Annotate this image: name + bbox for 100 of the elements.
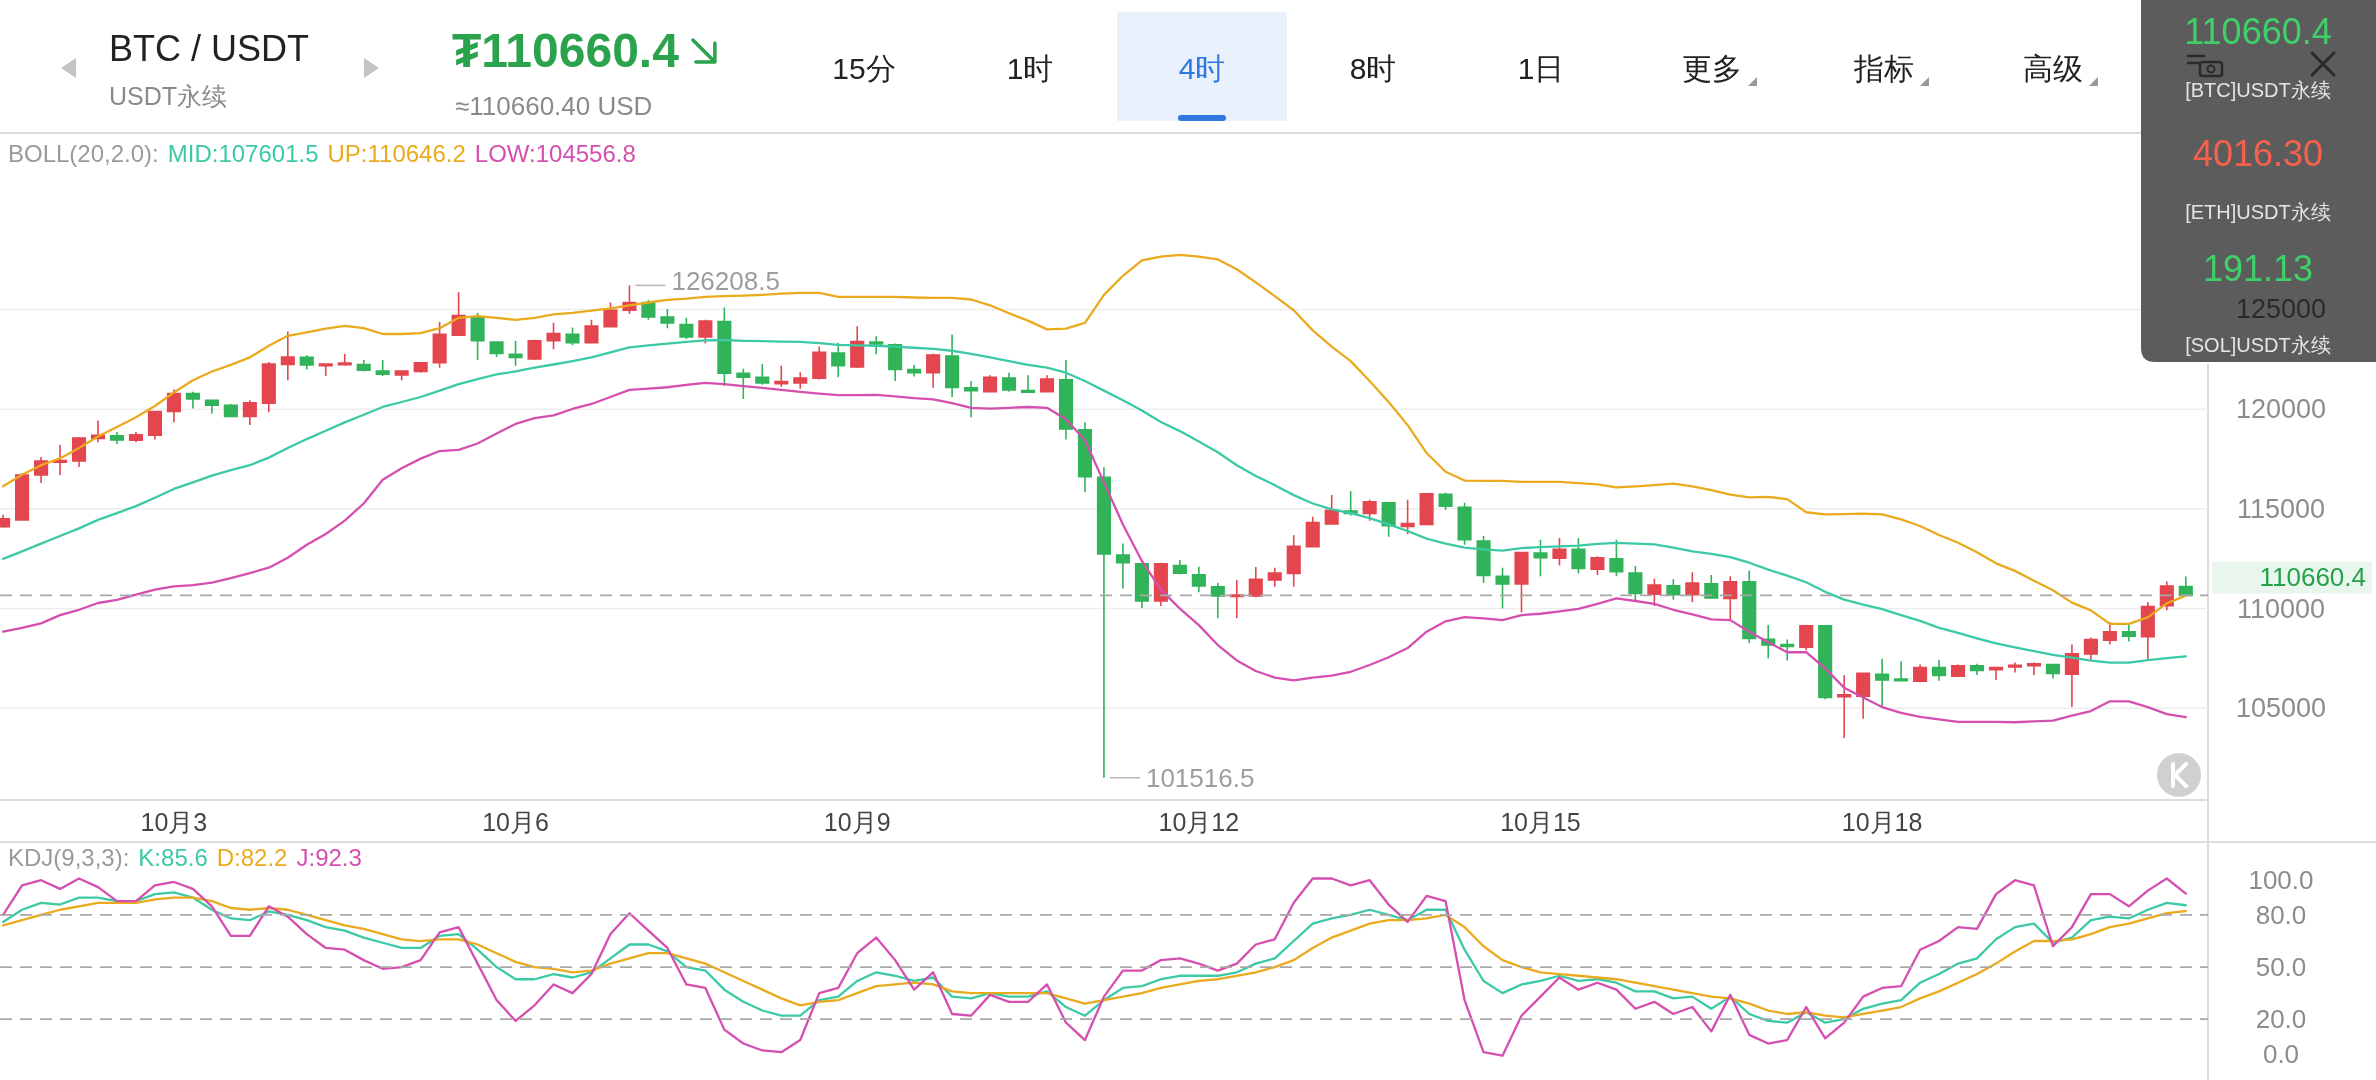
candlestick <box>1950 663 1966 679</box>
candlestick <box>1780 638 1795 662</box>
y-tick-label: 50.0 <box>2255 952 2307 983</box>
text: 110660.4 <box>2259 562 2366 593</box>
candlestick <box>280 330 295 382</box>
candlestick <box>1058 359 1074 441</box>
text: 8时 <box>1349 51 1397 85</box>
candlestick <box>1571 537 1586 575</box>
candlestick <box>1305 516 1320 548</box>
candlestick <box>1419 491 1434 527</box>
candlestick <box>1172 559 1187 576</box>
candlestick <box>1856 672 1871 720</box>
line-series <box>1 381 2187 724</box>
candlestick <box>52 444 68 476</box>
candlestick <box>1457 501 1472 546</box>
candlestick <box>983 374 998 394</box>
y-tick-label: 110000 <box>2236 593 2326 624</box>
candlestick <box>1742 569 1757 644</box>
candlestick <box>1039 374 1055 394</box>
candlestick <box>1001 371 1017 393</box>
candlestick <box>2045 663 2060 680</box>
legend-title: BOLL(20,2.0): <box>8 139 159 167</box>
candlestick <box>356 359 371 373</box>
annotation: 126208.5 <box>671 266 780 297</box>
series-label: K:85.6 <box>138 843 208 871</box>
candlestick <box>793 371 808 390</box>
candlestick <box>166 388 181 424</box>
line-series <box>1 338 2187 664</box>
candlestick <box>1988 666 2004 681</box>
text: UP:110646.2 <box>327 139 466 167</box>
candlestick <box>508 339 523 367</box>
candlestick <box>2121 622 2136 643</box>
text: [BTC]USDT永续 <box>2185 79 2331 101</box>
candlestick <box>812 345 827 381</box>
candlestick <box>1267 566 1282 588</box>
candlestick <box>147 410 162 441</box>
candlestick <box>1969 663 1985 676</box>
candlestick <box>755 363 770 386</box>
candlestick <box>964 380 979 419</box>
series-label: J:92.3 <box>296 843 362 871</box>
candlestick <box>1628 565 1643 602</box>
candlestick <box>413 361 428 374</box>
line-series <box>1 253 2187 626</box>
candlestick <box>1210 581 1225 619</box>
candlestick <box>128 431 144 444</box>
text: 1时 <box>1006 51 1054 85</box>
text: ₮110660.4 <box>452 23 680 77</box>
candlestick <box>1590 555 1605 576</box>
candlestick <box>698 319 713 345</box>
annotation: 4016.30 <box>2192 132 2324 174</box>
candlestick <box>1818 624 1833 701</box>
candlestick <box>736 367 751 400</box>
y-tick-label: 100.0 <box>2248 865 2314 896</box>
candlestick <box>15 472 30 522</box>
text: 15分 <box>832 51 896 85</box>
chart-subtitle: USDT永续 <box>109 82 228 110</box>
candlestick <box>2064 643 2079 708</box>
text: 更多 <box>1682 51 1742 85</box>
candlestick <box>1799 623 1814 652</box>
x-tick-label: 10月6 <box>482 808 549 836</box>
candlestick <box>1932 659 1947 682</box>
candlestick <box>1248 566 1263 599</box>
candlestick <box>717 306 732 387</box>
candlestick <box>1381 501 1396 538</box>
y-tick-label: 105000 <box>2235 693 2327 724</box>
candlestick <box>299 354 314 371</box>
candlestick <box>1115 542 1130 590</box>
annotation: 101516.5 <box>1145 762 1255 793</box>
legend-title: KDJ(9,3,3): <box>8 843 130 871</box>
candlestick <box>2102 621 2117 646</box>
candlestick <box>888 342 903 382</box>
candlestick <box>318 363 333 377</box>
text: MID:107601.5 <box>167 139 319 167</box>
candlestick <box>1362 498 1377 522</box>
y-tick-label: 80.0 <box>2255 899 2307 930</box>
x-tick-label: 10月18 <box>1841 808 1923 836</box>
candlestick <box>1723 575 1738 621</box>
candlestick <box>204 399 219 415</box>
candlestick <box>1609 538 1624 578</box>
candlestick <box>1666 578 1681 601</box>
candlestick <box>261 361 276 414</box>
candlestick <box>1286 534 1301 588</box>
candlestick <box>1514 551 1529 614</box>
candlestick <box>1096 466 1111 779</box>
candlestick <box>1533 538 1548 578</box>
candlestick <box>470 312 485 361</box>
candlestick <box>831 341 846 379</box>
y-tick-label: 0.0 <box>2262 1038 2300 1069</box>
annotation: [ETH]USDT永续 <box>2185 201 2331 223</box>
candlestick <box>1191 565 1206 594</box>
candlestick <box>565 326 580 347</box>
annotation: [SOL]USDT永续 <box>2185 334 2331 356</box>
candlestick <box>679 317 694 340</box>
annotation: 191.13 <box>2202 247 2314 289</box>
candlestick <box>1134 561 1149 609</box>
candlestick <box>1020 374 1036 393</box>
candlestick <box>660 308 675 330</box>
candlestick <box>1476 535 1491 584</box>
line-series <box>1 877 2187 1057</box>
candlestick <box>1685 571 1700 603</box>
